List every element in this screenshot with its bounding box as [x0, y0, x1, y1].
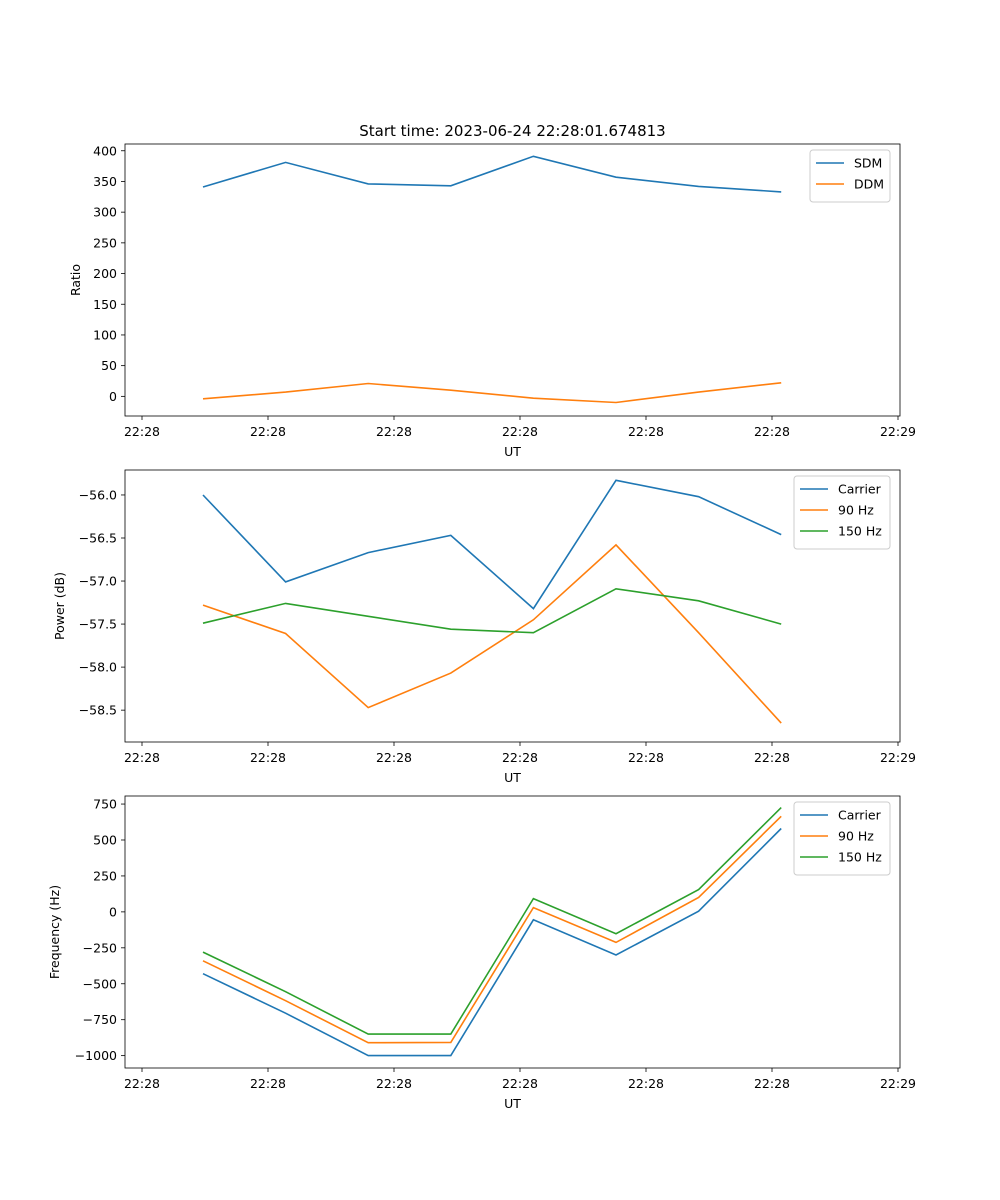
y-tick-label: 300 [93, 205, 117, 220]
y-tick-label: 200 [93, 266, 117, 281]
y-tick-label: −57.5 [79, 617, 117, 632]
y-axis-label: Frequency (Hz) [47, 885, 62, 979]
x-tick-label: 22:28 [250, 424, 286, 439]
chart-panel-1: 0 50 100 150 200 250 300 350 400 22:28 22:28 22:28 2… [68, 143, 916, 459]
y-tick-label: 150 [93, 297, 117, 312]
y-tick-label: 500 [93, 832, 117, 847]
y-tick-label: −56.5 [79, 531, 117, 546]
x-axis-label: UT [504, 770, 521, 785]
y-tick-label: 400 [93, 143, 117, 158]
x-tick-label: 22:28 [124, 750, 160, 765]
x-tick-label: 22:29 [880, 424, 916, 439]
x-tick-label: 22:28 [124, 1076, 160, 1091]
x-tick-label: 22:28 [628, 1076, 664, 1091]
series-line-carrier [202, 479, 782, 610]
x-tick-label: 22:29 [880, 750, 916, 765]
series-line-150-hz [202, 587, 782, 634]
figure-title: Start time: 2023-06-24 22:28:01.674813 [359, 122, 665, 140]
x-tick-label: 22:28 [754, 424, 790, 439]
legend: Carrier 90 Hz 150 Hz [793, 801, 891, 876]
y-tick-label: 750 [93, 797, 117, 812]
y-tick-label: 0 [109, 904, 117, 919]
x-tick-label: 22:28 [628, 424, 664, 439]
axes-frame [124, 143, 901, 417]
legend-label: DDM [854, 177, 884, 192]
x-tick-label: 22:29 [880, 1076, 916, 1091]
legend-label: Carrier [838, 808, 882, 823]
x-tick-label: 22:28 [502, 1076, 538, 1091]
legend-label: 90 Hz [838, 829, 874, 844]
y-tick-label: −1000 [75, 1048, 117, 1063]
series-line-90-hz [202, 815, 782, 1044]
x-tick-label: 22:28 [376, 424, 412, 439]
chart-panel-3: −1000 −750 −500 −250 0 250 500 750 22:28 22:28 22:… [47, 795, 916, 1111]
x-tick-label: 22:28 [754, 1076, 790, 1091]
y-tick-label: −58.5 [79, 703, 117, 718]
x-axis-label: UT [504, 444, 521, 459]
legend-label: 150 Hz [838, 524, 882, 539]
series-line-150-hz [202, 807, 782, 1035]
y-tick-label: 0 [109, 389, 117, 404]
legend-label: 150 Hz [838, 850, 882, 865]
y-tick-label: −250 [83, 940, 117, 955]
x-tick-label: 22:28 [628, 750, 664, 765]
legend: SDM DDM [809, 149, 891, 203]
x-tick-label: 22:28 [502, 424, 538, 439]
x-tick-label: 22:28 [250, 1076, 286, 1091]
y-axis-label: Power (dB) [52, 572, 67, 640]
x-tick-label: 22:28 [250, 750, 286, 765]
y-tick-label: −56.0 [79, 487, 117, 502]
x-tick-label: 22:28 [376, 750, 412, 765]
axes-frame [124, 469, 901, 743]
axes-frame [124, 795, 901, 1069]
legend-label: Carrier [838, 482, 882, 497]
x-tick-label: 22:28 [502, 750, 538, 765]
series-line-90-hz [202, 543, 782, 724]
series-line-carrier [202, 827, 782, 1057]
x-tick-label: 22:28 [376, 1076, 412, 1091]
y-tick-label: 50 [101, 358, 117, 373]
y-tick-label: 100 [93, 327, 117, 342]
x-tick-label: 22:28 [124, 424, 160, 439]
series-line-ddm [202, 382, 782, 404]
x-axis-label: UT [504, 1096, 521, 1111]
chart-panel-2: −58.5 −58.0 −57.5 −57.0 −56.5 −56.0 22:28 22:28… [52, 469, 916, 785]
legend-label: SDM [854, 156, 882, 171]
y-axis-label: Ratio [68, 264, 83, 296]
y-tick-label: −57.0 [79, 574, 117, 589]
y-tick-label: −500 [83, 976, 117, 991]
x-tick-label: 22:28 [754, 750, 790, 765]
legend-label: 90 Hz [838, 503, 874, 518]
y-tick-label: 250 [93, 868, 117, 883]
series-line-sdm [202, 155, 782, 193]
y-tick-label: 250 [93, 235, 117, 250]
y-tick-label: 350 [93, 174, 117, 189]
y-tick-label: −750 [83, 1012, 117, 1027]
legend: Carrier 90 Hz 150 Hz [793, 475, 891, 550]
y-tick-label: −58.0 [79, 660, 117, 675]
